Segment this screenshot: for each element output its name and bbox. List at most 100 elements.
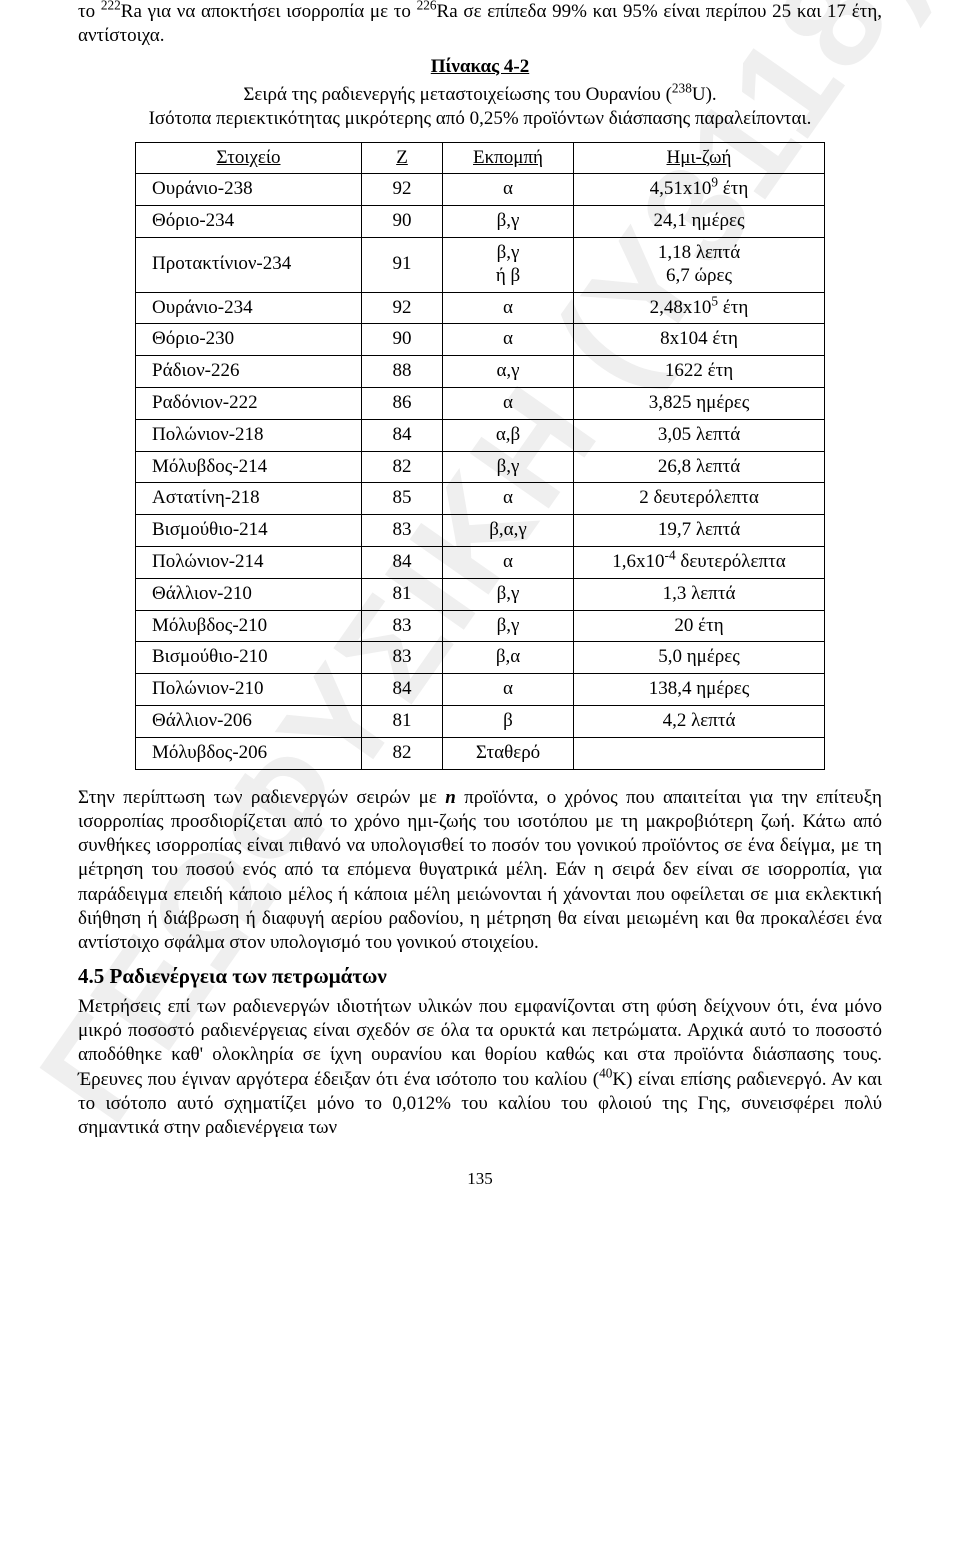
cell-halflife: 5,0 ημέρες [574, 642, 825, 674]
cell-z: 83 [362, 642, 443, 674]
intro-b: Ra για να αποκτήσει ισορροπία με το [121, 1, 417, 22]
cell-halflife: 24,1 ημέρες [574, 206, 825, 238]
cell-element: Μόλυβδος-206 [136, 737, 362, 769]
cell-halflife: 4,2 λεπτά [574, 705, 825, 737]
table-row: Θόριο-23090α8x104 έτη [136, 324, 825, 356]
cell-z: 85 [362, 483, 443, 515]
table-row: Ουράνιο-23892α4,51x109 έτη [136, 174, 825, 206]
cell-emission: α [443, 292, 574, 324]
cell-halflife: 1,18 λεπτά6,7 ώρες [574, 237, 825, 292]
section-4-5-heading: 4.5 Ραδιενέργεια των πετρωμάτων [78, 964, 882, 989]
table-title-2b: U). [692, 84, 717, 105]
table-title-2a: Σειρά της ραδιενεργής μεταστοιχείωσης το… [243, 84, 672, 105]
cell-z: 91 [362, 237, 443, 292]
cell-emission: α [443, 483, 574, 515]
para1-n: n [445, 787, 456, 808]
cell-z: 90 [362, 206, 443, 238]
cell-emission: α [443, 324, 574, 356]
para1-a: Στην περίπτωση των ραδιενεργών σειρών με [78, 787, 445, 808]
table-row: Πολώνιον-21884α,β3,05 λεπτά [136, 419, 825, 451]
intro-paragraph: το 222Ra για να αποκτήσει ισορροπία με τ… [78, 0, 882, 49]
cell-halflife: 26,8 λεπτά [574, 451, 825, 483]
th-emission: Εκπομπή [443, 142, 574, 174]
cell-emission: α [443, 174, 574, 206]
cell-z: 82 [362, 737, 443, 769]
cell-element: Θόριο-230 [136, 324, 362, 356]
cell-halflife: 4,51x109 έτη [574, 174, 825, 206]
cell-element: Ραδόνιον-222 [136, 387, 362, 419]
decay-table: Στοιχείο Z Εκπομπή Ημι-ζωή Ουράνιο-23892… [135, 142, 825, 770]
cell-halflife: 1,6x10-4 δευτερόλεπτα [574, 546, 825, 578]
cell-element: Αστατίνη-218 [136, 483, 362, 515]
th-element: Στοιχείο [136, 142, 362, 174]
cell-emission: Σταθερό [443, 737, 574, 769]
intro-a: το [78, 1, 101, 22]
cell-element: Θάλλιον-210 [136, 578, 362, 610]
paragraph-section-4-5: Μετρήσεις επί των ραδιενεργών ιδιοτήτων … [78, 995, 882, 1141]
cell-element: Ράδιον-226 [136, 356, 362, 388]
cell-element: Βισμούθιο-214 [136, 515, 362, 547]
table-row: Θόριο-23490β,γ24,1 ημέρες [136, 206, 825, 238]
cell-z: 88 [362, 356, 443, 388]
table-title-3-text: Ισότοπα περιεκτικότητας μικρότερης από 0… [149, 108, 812, 129]
cell-halflife: 2,48x105 έτη [574, 292, 825, 324]
cell-z: 82 [362, 451, 443, 483]
cell-emission: α,γ [443, 356, 574, 388]
cell-element: Ουράνιο-238 [136, 174, 362, 206]
cell-z: 83 [362, 610, 443, 642]
th-z: Z [362, 142, 443, 174]
table-row: Ραδόνιον-22286α3,825 ημέρες [136, 387, 825, 419]
cell-emission: α,β [443, 419, 574, 451]
para1-b: προϊόντα, ο χρόνος που απαιτείται για τη… [78, 787, 882, 954]
table-row: Ουράνιο-23492α2,48x105 έτη [136, 292, 825, 324]
cell-element: Μόλυβδος-214 [136, 451, 362, 483]
table-title-2: Σειρά της ραδιενεργής μεταστοιχείωσης το… [78, 83, 882, 107]
para2-sup: 40 [599, 1065, 612, 1080]
th-halflife: Ημι-ζωή [574, 142, 825, 174]
cell-element: Πολώνιον-210 [136, 674, 362, 706]
table-row: Πολώνιον-21084α138,4 ημέρες [136, 674, 825, 706]
cell-emission: β,γ [443, 206, 574, 238]
cell-z: 84 [362, 674, 443, 706]
table-row: Βισμούθιο-21483β,α,γ19,7 λεπτά [136, 515, 825, 547]
cell-halflife: 3,825 ημέρες [574, 387, 825, 419]
cell-element: Ουράνιο-234 [136, 292, 362, 324]
table-row: Μόλυβδος-20682Σταθερό [136, 737, 825, 769]
table-title-2-sup: 238 [672, 81, 692, 96]
cell-emission: β,α,γ [443, 515, 574, 547]
cell-z: 92 [362, 292, 443, 324]
cell-halflife: 3,05 λεπτά [574, 419, 825, 451]
cell-halflife: 1,3 λεπτά [574, 578, 825, 610]
cell-z: 90 [362, 324, 443, 356]
cell-emission: β,γ [443, 610, 574, 642]
table-row: Προτακτίνιον-23491β,γή β1,18 λεπτά6,7 ώρ… [136, 237, 825, 292]
cell-emission: β,γή β [443, 237, 574, 292]
cell-element: Βισμούθιο-210 [136, 642, 362, 674]
table-row: Θάλλιον-21081β,γ1,3 λεπτά [136, 578, 825, 610]
table-title-1-text: Πίνακας 4-2 [431, 56, 529, 77]
cell-halflife: 138,4 ημέρες [574, 674, 825, 706]
cell-halflife: 2 δευτερόλεπτα [574, 483, 825, 515]
cell-emission: β,γ [443, 451, 574, 483]
cell-halflife: 1622 έτη [574, 356, 825, 388]
cell-z: 84 [362, 546, 443, 578]
cell-emission: α [443, 387, 574, 419]
table-row: Μόλυβδος-21083β,γ20 έτη [136, 610, 825, 642]
cell-halflife [574, 737, 825, 769]
cell-z: 81 [362, 705, 443, 737]
cell-z: 92 [362, 174, 443, 206]
cell-emission: β,α [443, 642, 574, 674]
cell-element: Θάλλιον-206 [136, 705, 362, 737]
cell-element: Πολώνιον-218 [136, 419, 362, 451]
cell-emission: α [443, 674, 574, 706]
table-row: Βισμούθιο-21083β,α5,0 ημέρες [136, 642, 825, 674]
cell-element: Προτακτίνιον-234 [136, 237, 362, 292]
cell-halflife: 19,7 λεπτά [574, 515, 825, 547]
cell-element: Μόλυβδος-210 [136, 610, 362, 642]
cell-element: Πολώνιον-214 [136, 546, 362, 578]
table-row: Αστατίνη-21885α2 δευτερόλεπτα [136, 483, 825, 515]
intro-sup1: 222 [101, 0, 121, 13]
cell-z: 84 [362, 419, 443, 451]
table-row: Ράδιον-22688α,γ1622 έτη [136, 356, 825, 388]
paragraph-after-table: Στην περίπτωση των ραδιενεργών σειρών με… [78, 786, 882, 956]
